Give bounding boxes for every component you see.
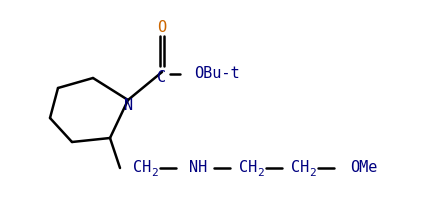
Text: N: N xyxy=(124,99,133,113)
Text: NH: NH xyxy=(189,161,207,176)
Text: O: O xyxy=(158,20,167,35)
Text: OBu-t: OBu-t xyxy=(194,66,240,82)
Text: CH: CH xyxy=(239,161,257,176)
Text: CH: CH xyxy=(291,161,309,176)
Text: OMe: OMe xyxy=(350,161,378,176)
Text: CH: CH xyxy=(133,161,151,176)
Text: C: C xyxy=(158,69,167,85)
Text: 2: 2 xyxy=(309,168,315,178)
Text: 2: 2 xyxy=(151,168,157,178)
Text: 2: 2 xyxy=(257,168,263,178)
